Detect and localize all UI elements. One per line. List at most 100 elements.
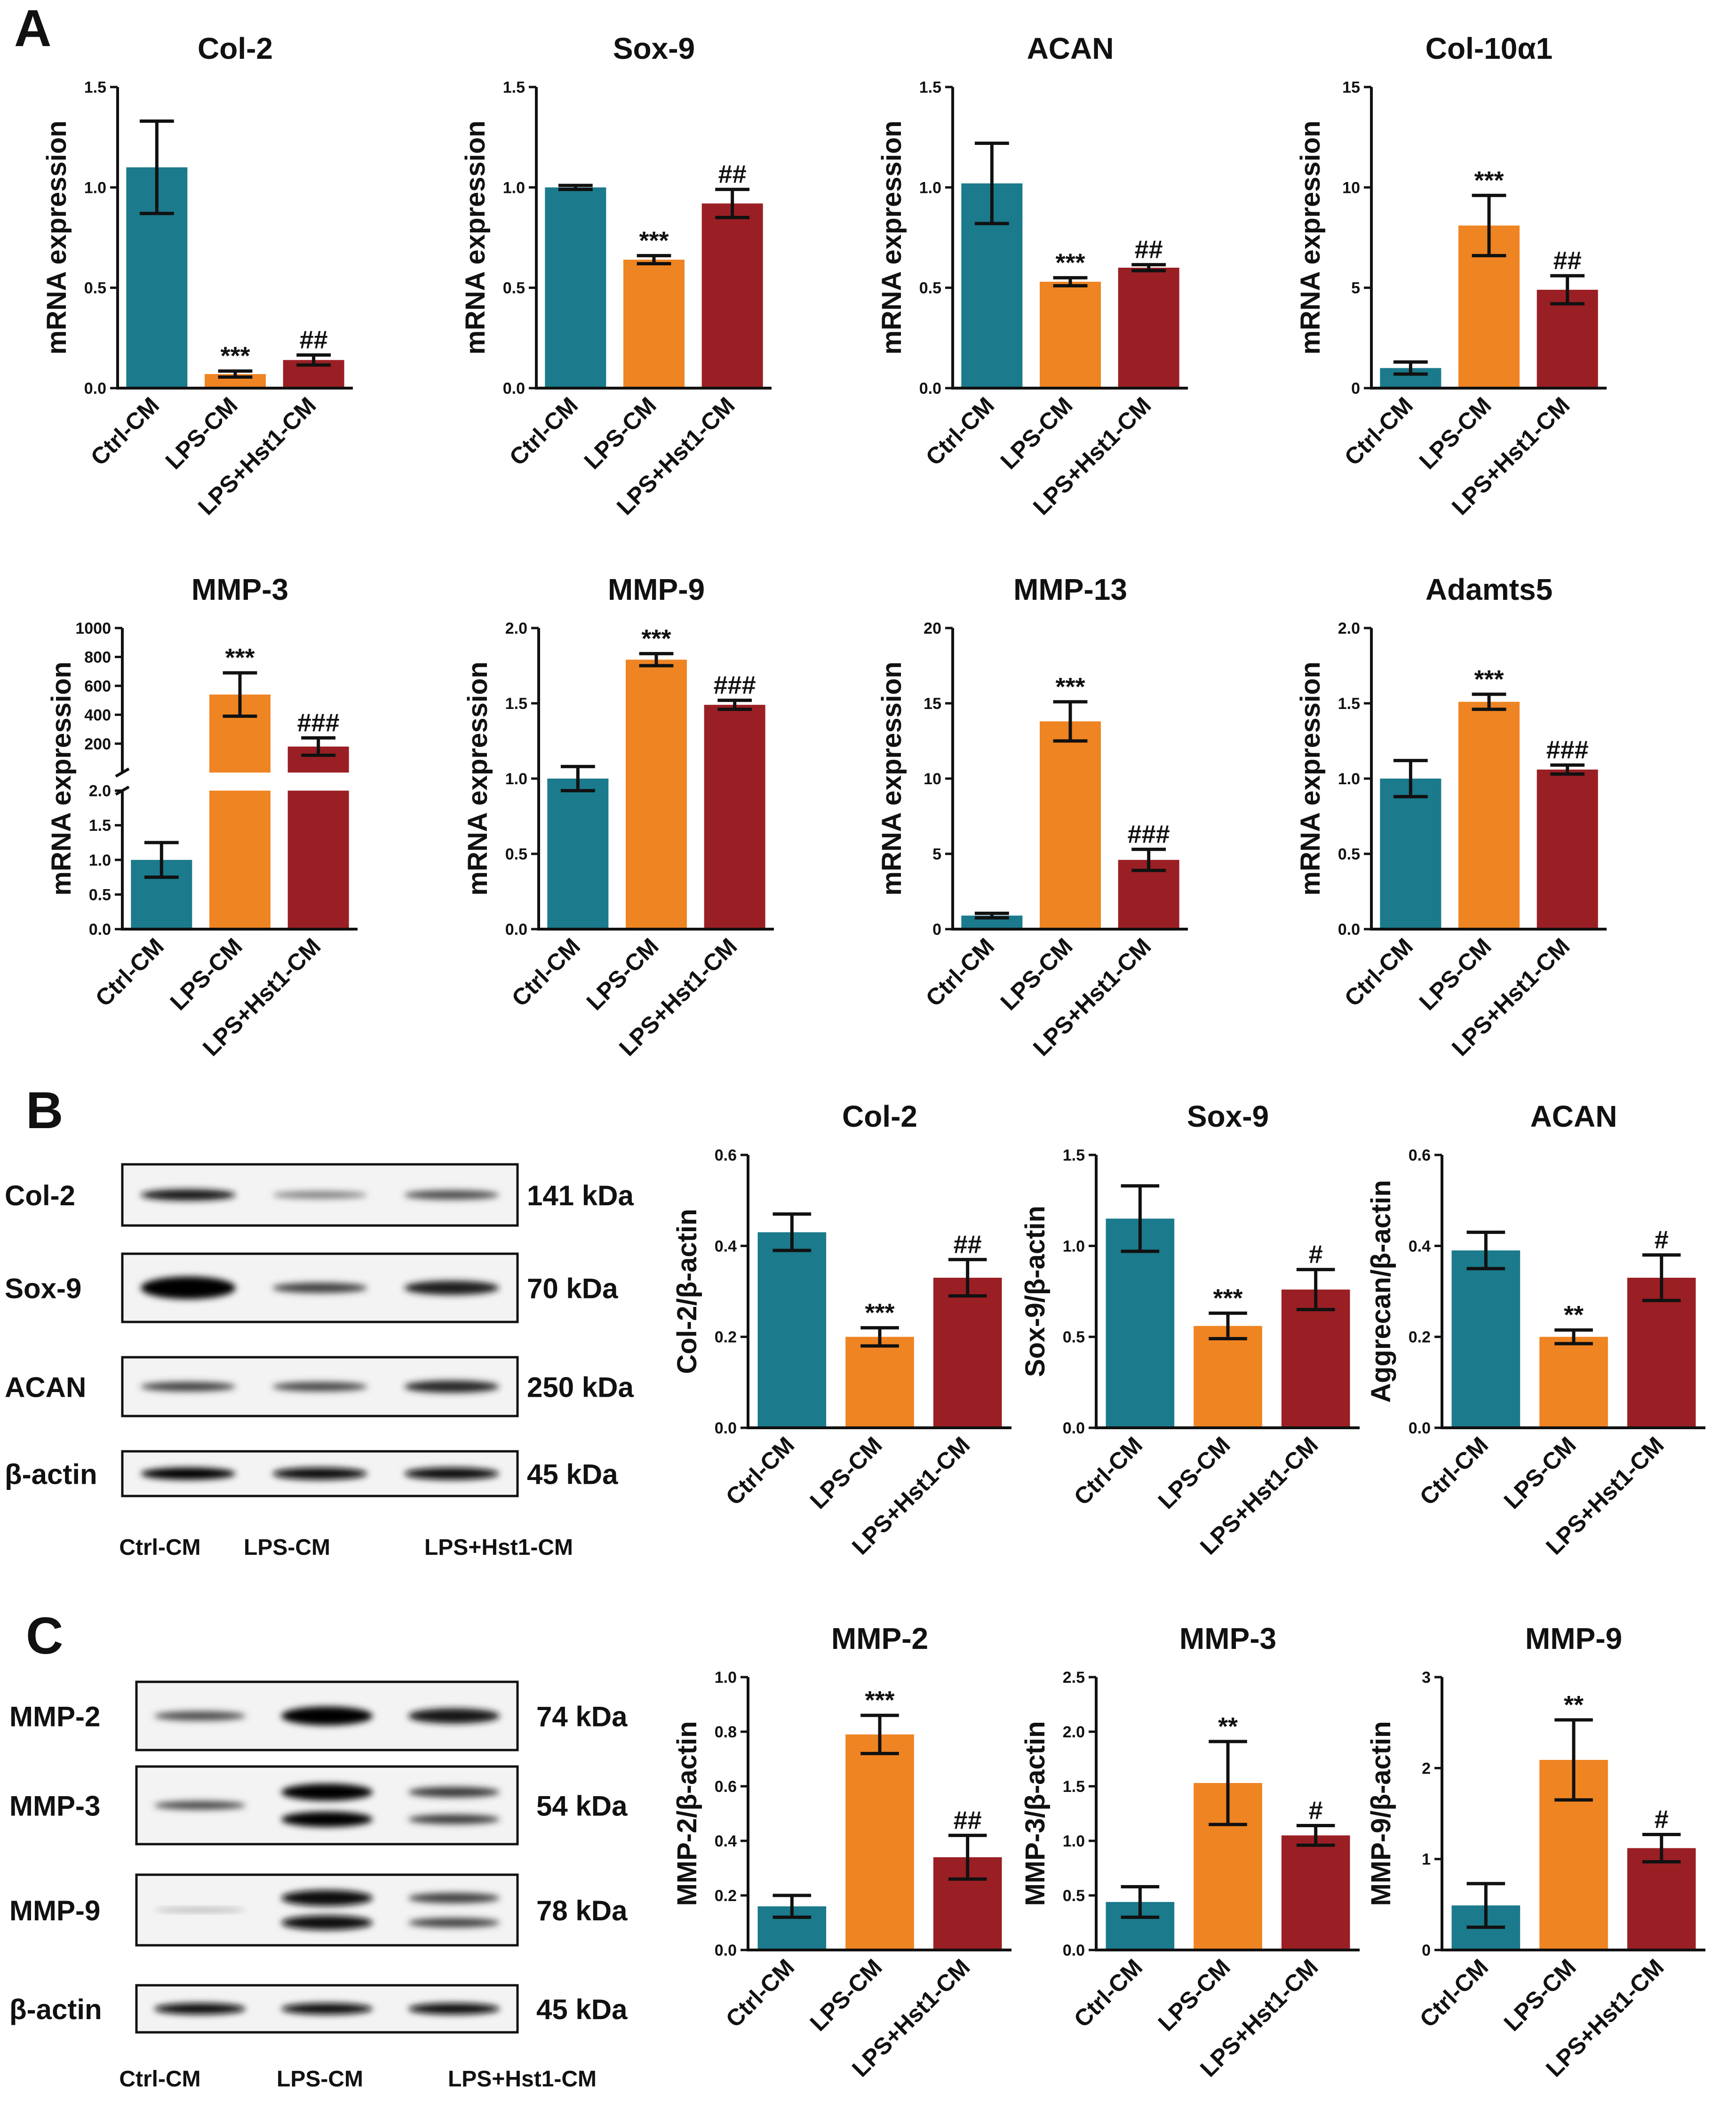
chart-a6: Ctrl-CM***LPS-CM###LPS+Hst1-CM0.00.51.01… (462, 573, 774, 1061)
y-tick-label-0: 0.0 (1409, 1419, 1431, 1437)
error-bar-2 (1642, 1253, 1681, 1302)
significance-label-2: ### (297, 708, 340, 737)
significance-label-1: *** (865, 1686, 894, 1714)
category-label-1: LPS-CM (581, 933, 664, 1015)
chart-c2: Ctrl-CM**LPS-CM#LPS+Hst1-CM0.00.51.01.52… (1020, 1622, 1360, 2082)
y-tick-label-3: 0.6 (715, 1778, 737, 1796)
blot-band-0 (141, 1276, 236, 1299)
bar-2 (1118, 268, 1179, 388)
y-axis-label: mRNA expression (1295, 661, 1326, 895)
blot-band-0 (154, 1908, 246, 1912)
y-tick-label-1: 0.5 (1338, 845, 1360, 863)
error-bar-1 (639, 652, 674, 668)
error-bar-0 (139, 119, 174, 215)
y-tick-label-2: 10 (924, 770, 941, 788)
category-label-1: LPS-CM (165, 933, 247, 1015)
y-tick-label-3: 15 (1342, 79, 1360, 96)
category-label-0: Ctrl-CM (1069, 1954, 1147, 2032)
blot-band-0 (141, 1467, 236, 1480)
y-tick-label-1: 0.5 (505, 845, 527, 863)
chart-b2: Ctrl-CM***LPS-CM#LPS+Hst1-CM0.00.51.01.5… (1020, 1099, 1360, 1560)
blot-protein-label: Sox-9 (5, 1273, 81, 1305)
error-bar-2 (717, 699, 752, 711)
category-label-0: Ctrl-CM (1415, 1954, 1493, 2032)
chart-c1: Ctrl-CM***LPS-CM##LPS+Hst1-CM0.00.20.40.… (672, 1622, 1011, 2082)
blot-band-2 (404, 1281, 499, 1295)
y-tick-label-3: 0.6 (715, 1146, 737, 1164)
chart-title: Sox-9 (613, 32, 695, 65)
significance-label-1: *** (1055, 248, 1085, 277)
error-bar-1 (1053, 700, 1088, 743)
blot-row-3: β-actin 45 kDa (5, 1450, 618, 1497)
bar-0 (757, 1232, 827, 1428)
y-tick-label-1: 0.2 (715, 1887, 737, 1905)
category-label-1: LPS-CM (1153, 1432, 1235, 1514)
category-label-1: LPS-CM (1414, 933, 1497, 1015)
y-tick-label-2: 0.4 (1409, 1237, 1431, 1255)
y-axis-label: Sox-9/β-actin (1020, 1206, 1051, 1377)
category-label-0: Ctrl-CM (86, 392, 164, 470)
blot-lane-label-1: LPS-CM (244, 1535, 330, 1560)
bar-0 (545, 187, 606, 388)
y-tick-label-0: 0 (1351, 380, 1360, 398)
y-tick-label-4: 2.0 (89, 782, 111, 800)
error-bar-0 (772, 1894, 812, 1919)
blot-band-2 (404, 1380, 499, 1393)
axes (1441, 1677, 1705, 1951)
y-tick-label-0: 0 (932, 921, 941, 939)
chart-a1: Ctrl-CM***LPS-CM##LPS+Hst1-CM0.00.51.01.… (41, 32, 353, 520)
y-tick-label-3: 15 (924, 695, 941, 713)
panel-label-a: A (14, 0, 51, 57)
significance-label-2: ### (1546, 736, 1589, 764)
blot-protein-label: ACAN (5, 1372, 86, 1403)
error-bar-2 (715, 188, 750, 219)
y-tick-label-1: 0.2 (1409, 1329, 1431, 1346)
bar-2 (1281, 1289, 1350, 1428)
y-tick-label-0: 0.0 (1338, 921, 1360, 939)
y-tick-label-1: 5 (932, 845, 941, 863)
blot-band-0 (154, 1711, 246, 1721)
significance-label-1: *** (1474, 166, 1504, 194)
y-tick-label-2: 1.0 (1063, 1832, 1085, 1850)
axes (1095, 1677, 1360, 1951)
bar-1 (623, 259, 685, 388)
y-tick-label-1: 0.5 (89, 886, 111, 904)
error-bar-1 (1554, 1718, 1593, 1802)
blot-band-2 (408, 1708, 500, 1724)
error-bar-1 (860, 1326, 899, 1348)
y-tick-label-4: 0.8 (715, 1723, 737, 1741)
y-tick-label-8: 800 (84, 648, 111, 666)
y-axis-label: mRNA expression (41, 120, 72, 354)
y-tick-label-2: 1.0 (1338, 770, 1360, 788)
bar-0 (1380, 779, 1441, 929)
y-tick-label-3: 1.5 (84, 79, 106, 96)
blot-kda-label: 45 kDa (536, 1994, 628, 2025)
blot-row-1: Sox-9 70 kDa (5, 1252, 618, 1323)
chart-title: MMP-3 (191, 573, 288, 606)
y-tick-label-1: 0.5 (1063, 1329, 1085, 1346)
blot-band-0 (141, 1189, 236, 1201)
blot-protein-label: β-actin (5, 1459, 97, 1490)
y-tick-label-1: 5 (1351, 279, 1360, 297)
error-bar-2 (1296, 1268, 1335, 1312)
significance-label-2: ## (1553, 247, 1582, 275)
blot-protein-label: MMP-2 (9, 1701, 100, 1733)
blot-kda-label: 54 kDa (536, 1791, 628, 1822)
y-tick-label-1: 0.2 (715, 1329, 737, 1346)
significance-label-2: ## (954, 1230, 982, 1258)
chart-a7: Ctrl-CM***LPS-CM###LPS+Hst1-CM05101520mR… (876, 573, 1188, 1061)
category-label-0: Ctrl-CM (921, 392, 999, 470)
error-bar-2 (296, 353, 331, 367)
blot-kda-label: 250 kDa (527, 1372, 634, 1403)
blot-lane-label-2: LPS+Hst1-CM (424, 1535, 573, 1560)
blot-band-1 (281, 1706, 373, 1726)
blot-band-lower-1 (281, 1915, 373, 1930)
panel-label-c: C (26, 1607, 63, 1665)
error-bar-2 (1550, 763, 1585, 776)
significance-label-2: ## (954, 1806, 982, 1834)
western-blots: Col-2 141 kDa Sox-9 70 kDa ACAN 250 kDa β-acti… (5, 1163, 634, 2092)
error-bar-1 (1472, 692, 1506, 711)
error-bar-0 (1466, 1882, 1505, 1929)
axes (951, 87, 1188, 390)
axes (747, 1155, 1011, 1429)
